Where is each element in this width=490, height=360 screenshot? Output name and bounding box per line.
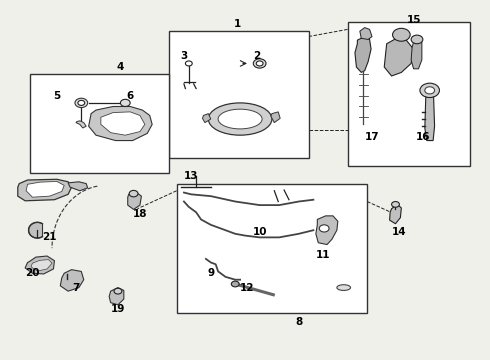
Text: 2: 2 (254, 51, 261, 61)
Circle shape (185, 61, 192, 66)
Polygon shape (76, 121, 86, 128)
Text: 15: 15 (406, 15, 421, 26)
Polygon shape (316, 216, 338, 244)
Ellipse shape (218, 109, 262, 129)
FancyBboxPatch shape (347, 22, 470, 166)
Polygon shape (101, 112, 145, 135)
Text: 18: 18 (133, 209, 147, 219)
Polygon shape (89, 107, 152, 140)
Polygon shape (109, 288, 124, 305)
Text: 21: 21 (42, 232, 57, 242)
Polygon shape (25, 256, 54, 274)
Circle shape (75, 98, 88, 108)
Polygon shape (18, 179, 72, 201)
Polygon shape (360, 28, 372, 40)
Polygon shape (60, 270, 84, 291)
Circle shape (392, 202, 399, 207)
Text: 4: 4 (117, 62, 124, 72)
Text: 17: 17 (365, 132, 379, 142)
Polygon shape (128, 193, 142, 210)
Text: 5: 5 (53, 91, 60, 101)
Text: 14: 14 (392, 227, 406, 237)
Circle shape (392, 28, 410, 41)
Text: 3: 3 (180, 51, 188, 61)
Polygon shape (425, 97, 435, 140)
Polygon shape (31, 260, 52, 271)
FancyBboxPatch shape (30, 74, 169, 173)
FancyBboxPatch shape (176, 184, 367, 313)
Circle shape (129, 190, 138, 197)
Text: 7: 7 (73, 283, 80, 293)
Polygon shape (390, 204, 401, 224)
Polygon shape (28, 222, 43, 238)
Text: 19: 19 (111, 304, 125, 314)
Circle shape (319, 225, 329, 232)
Ellipse shape (337, 285, 350, 291)
Ellipse shape (208, 103, 272, 135)
Circle shape (231, 281, 239, 287)
Text: 11: 11 (316, 250, 330, 260)
Text: 13: 13 (184, 171, 198, 181)
Text: 8: 8 (295, 317, 302, 327)
Circle shape (411, 35, 423, 44)
Circle shape (253, 59, 266, 68)
Text: 12: 12 (240, 283, 255, 293)
Circle shape (78, 100, 85, 105)
Polygon shape (355, 37, 371, 72)
Polygon shape (271, 112, 280, 123)
Text: 16: 16 (416, 132, 431, 142)
Polygon shape (202, 114, 211, 123)
Polygon shape (411, 40, 422, 69)
Text: 1: 1 (234, 19, 241, 29)
Circle shape (121, 99, 130, 107)
Circle shape (425, 87, 435, 94)
Text: 6: 6 (126, 91, 134, 101)
Text: 20: 20 (25, 268, 40, 278)
Circle shape (256, 61, 263, 66)
Polygon shape (26, 181, 64, 197)
Text: 9: 9 (207, 268, 214, 278)
Polygon shape (68, 182, 88, 191)
Text: 10: 10 (252, 227, 267, 237)
Circle shape (420, 83, 440, 98)
FancyBboxPatch shape (169, 31, 309, 158)
Circle shape (114, 288, 122, 294)
Polygon shape (384, 39, 414, 76)
